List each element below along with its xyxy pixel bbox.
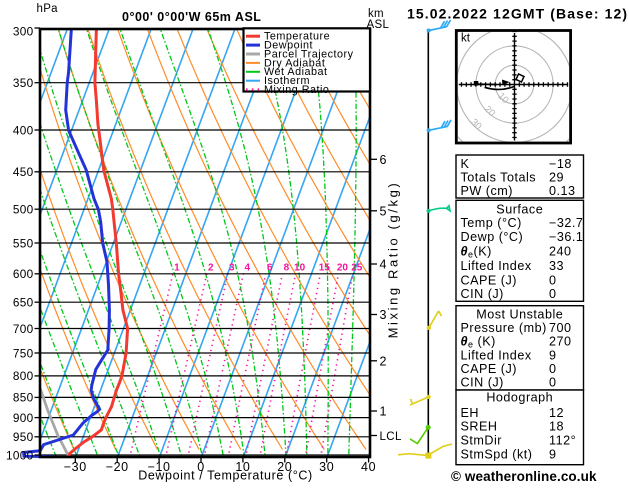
svg-text:29: 29 xyxy=(549,171,564,185)
svg-text:550: 550 xyxy=(13,236,34,250)
svg-text:2: 2 xyxy=(208,263,214,274)
svg-text:0: 0 xyxy=(549,287,557,301)
svg-text:CIN (J): CIN (J) xyxy=(461,287,504,301)
svg-text:350: 350 xyxy=(13,76,34,90)
svg-text:9: 9 xyxy=(549,448,557,462)
svg-text:400: 400 xyxy=(13,123,34,137)
svg-text:PW (cm): PW (cm) xyxy=(461,184,513,198)
svg-text:300: 300 xyxy=(13,25,34,39)
svg-text:850: 850 xyxy=(13,391,34,405)
svg-text:Temp (°C): Temp (°C) xyxy=(461,216,522,230)
svg-text:700: 700 xyxy=(13,322,34,336)
svg-text:−18: −18 xyxy=(549,157,572,171)
svg-text:10: 10 xyxy=(294,263,306,274)
svg-text:700: 700 xyxy=(549,321,572,335)
svg-text:Mixing Ratio (g/kg): Mixing Ratio (g/kg) xyxy=(386,181,401,339)
svg-text:Totals Totals: Totals Totals xyxy=(461,171,537,185)
svg-text:450: 450 xyxy=(13,165,34,179)
svg-text:Dewpoint / Temperature (°C): Dewpoint / Temperature (°C) xyxy=(138,469,313,483)
svg-text:3: 3 xyxy=(380,308,387,322)
svg-text:θe(K): θe(K) xyxy=(461,245,492,260)
svg-text:4: 4 xyxy=(380,258,387,272)
svg-text:1: 1 xyxy=(174,263,180,274)
svg-text:900: 900 xyxy=(13,411,34,425)
svg-text:12: 12 xyxy=(549,406,564,420)
svg-text:Lifted Index: Lifted Index xyxy=(461,259,532,273)
svg-text:20: 20 xyxy=(337,263,349,274)
svg-text:K: K xyxy=(461,157,470,171)
svg-text:Dry Adiabat: Dry Adiabat xyxy=(264,57,325,69)
svg-text:650: 650 xyxy=(13,296,34,310)
svg-text:800: 800 xyxy=(13,369,34,383)
svg-text:0: 0 xyxy=(549,376,557,390)
svg-text:18: 18 xyxy=(549,420,564,434)
svg-text:−20: −20 xyxy=(106,460,129,474)
svg-text:25: 25 xyxy=(351,263,363,274)
svg-text:30: 30 xyxy=(319,460,334,474)
svg-text:0.13: 0.13 xyxy=(549,184,576,198)
svg-text:km: km xyxy=(368,8,384,20)
svg-text:5: 5 xyxy=(380,204,387,218)
svg-text:20: 20 xyxy=(277,460,292,474)
svg-text:CIN (J): CIN (J) xyxy=(461,376,504,390)
svg-text:ASL: ASL xyxy=(367,19,390,31)
svg-text:LCL: LCL xyxy=(380,431,403,443)
svg-text:Surface: Surface xyxy=(496,203,543,217)
svg-text:1000: 1000 xyxy=(6,448,34,462)
svg-text:33: 33 xyxy=(549,259,564,273)
svg-text:Dewp (°C): Dewp (°C) xyxy=(461,230,524,244)
svg-text:15.02.2022 12GMT (Base: 12): 15.02.2022 12GMT (Base: 12) xyxy=(407,6,628,22)
svg-text:6: 6 xyxy=(267,263,273,274)
svg-text:EH: EH xyxy=(461,406,480,420)
svg-text:112°: 112° xyxy=(549,434,576,448)
svg-text:Most Unstable: Most Unstable xyxy=(476,308,563,322)
svg-text:6: 6 xyxy=(380,153,387,167)
svg-text:40: 40 xyxy=(361,460,376,474)
svg-text:hPa: hPa xyxy=(37,3,59,15)
svg-text:CAPE (J): CAPE (J) xyxy=(461,274,517,288)
svg-text:kt: kt xyxy=(461,33,471,45)
svg-text:−30: −30 xyxy=(64,460,87,474)
svg-text:Lifted Index: Lifted Index xyxy=(461,349,532,363)
svg-text:3: 3 xyxy=(229,263,235,274)
svg-text:−32.7: −32.7 xyxy=(549,216,583,230)
svg-text:0: 0 xyxy=(197,460,205,474)
svg-text:2: 2 xyxy=(380,354,387,368)
svg-text:Dewpoint: Dewpoint xyxy=(264,40,313,52)
svg-text:Mixing Ratio: Mixing Ratio xyxy=(264,84,329,96)
svg-text:Pressure (mb): Pressure (mb) xyxy=(461,321,547,335)
svg-text:4: 4 xyxy=(245,263,251,274)
svg-text:9: 9 xyxy=(549,349,557,363)
svg-text:0°00' 0°00'W 65m ASL: 0°00' 0°00'W 65m ASL xyxy=(122,10,261,24)
svg-text:270: 270 xyxy=(549,335,572,349)
svg-text:Hodograph: Hodograph xyxy=(486,391,553,405)
svg-text:Wet Adiabat: Wet Adiabat xyxy=(264,66,328,78)
svg-text:500: 500 xyxy=(13,203,34,217)
svg-text:1: 1 xyxy=(380,405,387,419)
svg-text:© weatheronline.co.uk: © weatheronline.co.uk xyxy=(451,469,597,484)
svg-text:600: 600 xyxy=(13,267,34,281)
svg-text:0: 0 xyxy=(549,362,557,376)
svg-text:950: 950 xyxy=(13,430,34,444)
svg-text:CAPE (J): CAPE (J) xyxy=(461,362,517,376)
svg-text:−36.1: −36.1 xyxy=(549,230,583,244)
svg-text:240: 240 xyxy=(549,245,572,259)
svg-text:SREH: SREH xyxy=(461,420,498,434)
svg-text:8: 8 xyxy=(284,263,290,274)
svg-text:750: 750 xyxy=(13,346,34,360)
svg-text:−10: −10 xyxy=(148,460,171,474)
svg-text:θe (K): θe (K) xyxy=(461,335,496,350)
svg-text:StmSpd (kt): StmSpd (kt) xyxy=(461,448,533,462)
svg-text:0: 0 xyxy=(549,274,557,288)
svg-text:Temperature: Temperature xyxy=(264,31,330,43)
svg-text:StmDir: StmDir xyxy=(461,434,502,448)
svg-text:Parcel Trajectory: Parcel Trajectory xyxy=(264,48,354,60)
svg-text:15: 15 xyxy=(319,263,331,274)
svg-text:Isotherm: Isotherm xyxy=(264,75,310,87)
svg-text:10: 10 xyxy=(235,460,250,474)
